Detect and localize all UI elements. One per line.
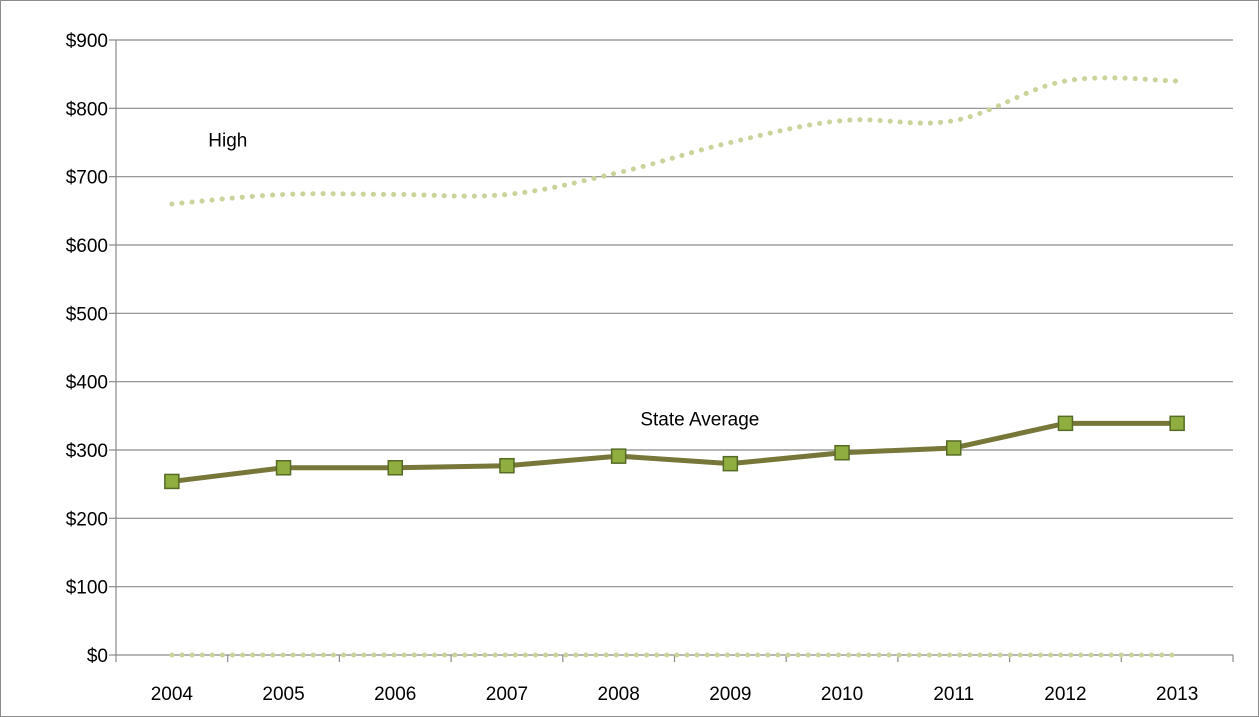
x-axis-tick-labels: 2004 2005 2006 2007 2008 2009 2010 2011 2012 2013 <box>151 684 1199 705</box>
y-tick-label: $900 <box>66 31 108 52</box>
x-tick-label: 2011 <box>933 684 974 705</box>
state-average-point <box>164 473 180 490</box>
state-average-point <box>946 440 962 456</box>
y-tick-label: $400 <box>66 373 108 394</box>
x-tick-label: 2009 <box>709 684 751 705</box>
state-average-point <box>610 448 627 464</box>
y-tick-label: $800 <box>66 99 108 120</box>
x-tick-label: 2010 <box>821 684 863 705</box>
state-average-point <box>499 457 515 474</box>
series-group <box>164 75 1185 658</box>
y-axis-tick-labels: $0 $100 $200 $300 $400 $500 $600 $700 $800 $900 <box>66 31 108 667</box>
state-average-point <box>1057 415 1074 432</box>
y-tick-label: $600 <box>66 236 108 257</box>
state-average-line <box>171 420 1178 484</box>
x-tick-label: 2004 <box>151 684 194 705</box>
high-line <box>169 75 1180 207</box>
y-tick-label: $100 <box>66 578 108 599</box>
y-tick-label: $200 <box>66 509 108 530</box>
x-tick-label: 2012 <box>1044 684 1086 705</box>
state-average-point <box>387 460 403 476</box>
y-tick-label: $700 <box>66 168 108 189</box>
x-tick-label: 2007 <box>486 684 528 705</box>
state-average-point <box>275 460 292 476</box>
y-tick-label: $0 <box>87 646 108 667</box>
state-average-point <box>1169 415 1185 432</box>
x-tick-label: 2008 <box>598 684 640 705</box>
x-tick-label: 2005 <box>262 684 304 705</box>
high-annotation: High <box>208 131 247 152</box>
state-average-point <box>834 444 850 461</box>
y-tick-label: $500 <box>66 304 108 325</box>
x-tick-label: 2006 <box>374 684 416 705</box>
gridlines <box>116 39 1233 588</box>
x-tick-label: 2013 <box>1156 684 1198 705</box>
y-tick-label: $300 <box>66 441 108 462</box>
state-average-point <box>722 455 739 472</box>
axes <box>109 39 1234 662</box>
annotations: High State Average <box>208 131 759 431</box>
state-average-annotation: State Average <box>640 410 759 431</box>
